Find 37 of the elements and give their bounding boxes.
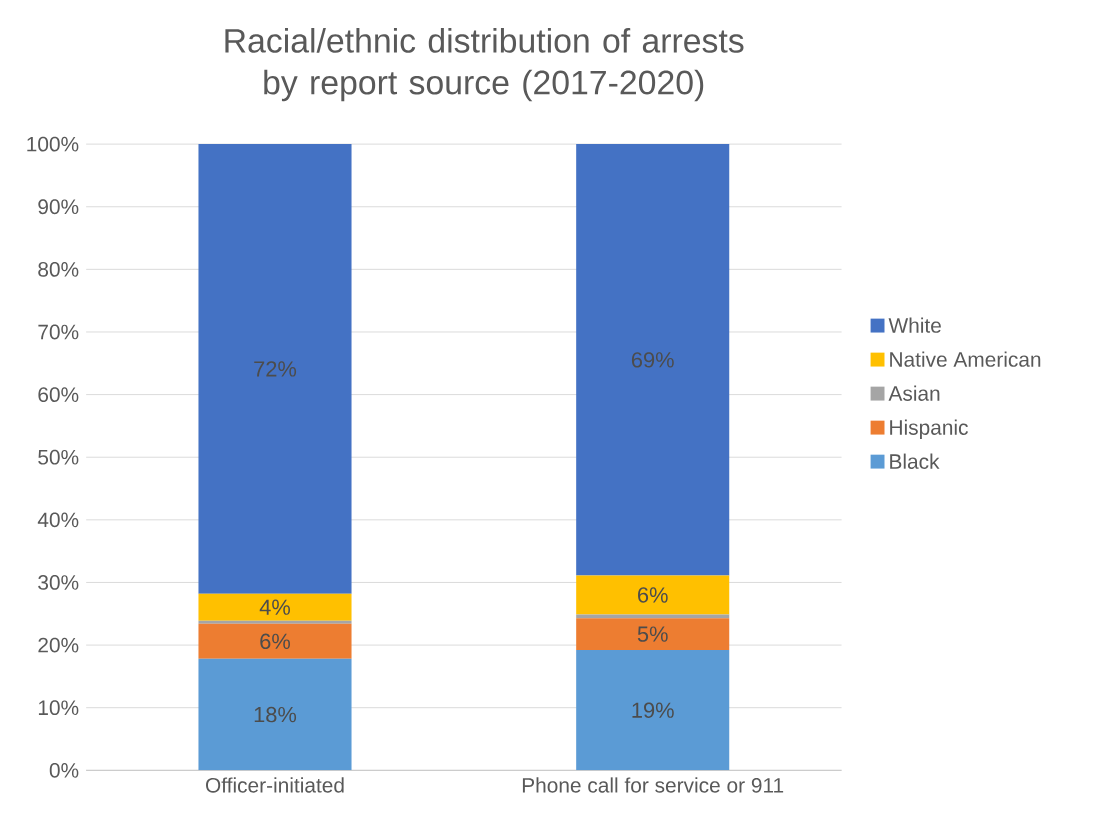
y-tick-label: 100%: [27, 136, 79, 152]
chart-title: Racial/ethnic distribution of arrests by report source (2017-2020): [225, 27, 744, 102]
bar: [198, 620, 352, 624]
y-tick-label: 30%: [38, 575, 79, 590]
legend-label: Asian: [888, 385, 940, 401]
bar: [576, 650, 730, 771]
y-tick-label: 50%: [38, 449, 79, 465]
data-label: 5%: [637, 626, 668, 642]
bar: [576, 618, 730, 651]
legend-label: Black: [890, 453, 940, 469]
data-label: 19%: [632, 702, 674, 718]
y-tick-label: 80%: [38, 261, 79, 277]
legend-label: Hispanic: [890, 419, 968, 440]
bar: [198, 623, 352, 659]
data-label: 6%: [260, 633, 290, 650]
data-label: 18%: [254, 706, 297, 723]
bar: [198, 593, 352, 621]
y-tick-label: 60%: [38, 387, 79, 402]
bar: [576, 614, 730, 619]
data-label: 69%: [631, 352, 674, 368]
y-tick-label: 20%: [38, 637, 79, 653]
x-tick-label: Officer-initiated: [206, 777, 344, 793]
bar: [576, 575, 730, 615]
data-label: 4%: [259, 599, 290, 615]
data-label: 6%: [638, 587, 668, 603]
y-tick-label: 70%: [38, 324, 79, 340]
y-tick-label: 90%: [38, 199, 79, 215]
legend-label: Native American: [890, 351, 1041, 367]
y-tick-label: 40%: [37, 512, 79, 528]
x-tick-label: Phone call for service or 911: [522, 777, 784, 793]
y-tick-label: 10%: [38, 700, 79, 716]
bar: [198, 144, 352, 594]
legend-label: White: [888, 317, 941, 333]
y-tick-label: 0%: [49, 762, 79, 778]
bar: [576, 144, 730, 576]
data-label: 72%: [254, 361, 297, 377]
bar: [198, 658, 352, 771]
